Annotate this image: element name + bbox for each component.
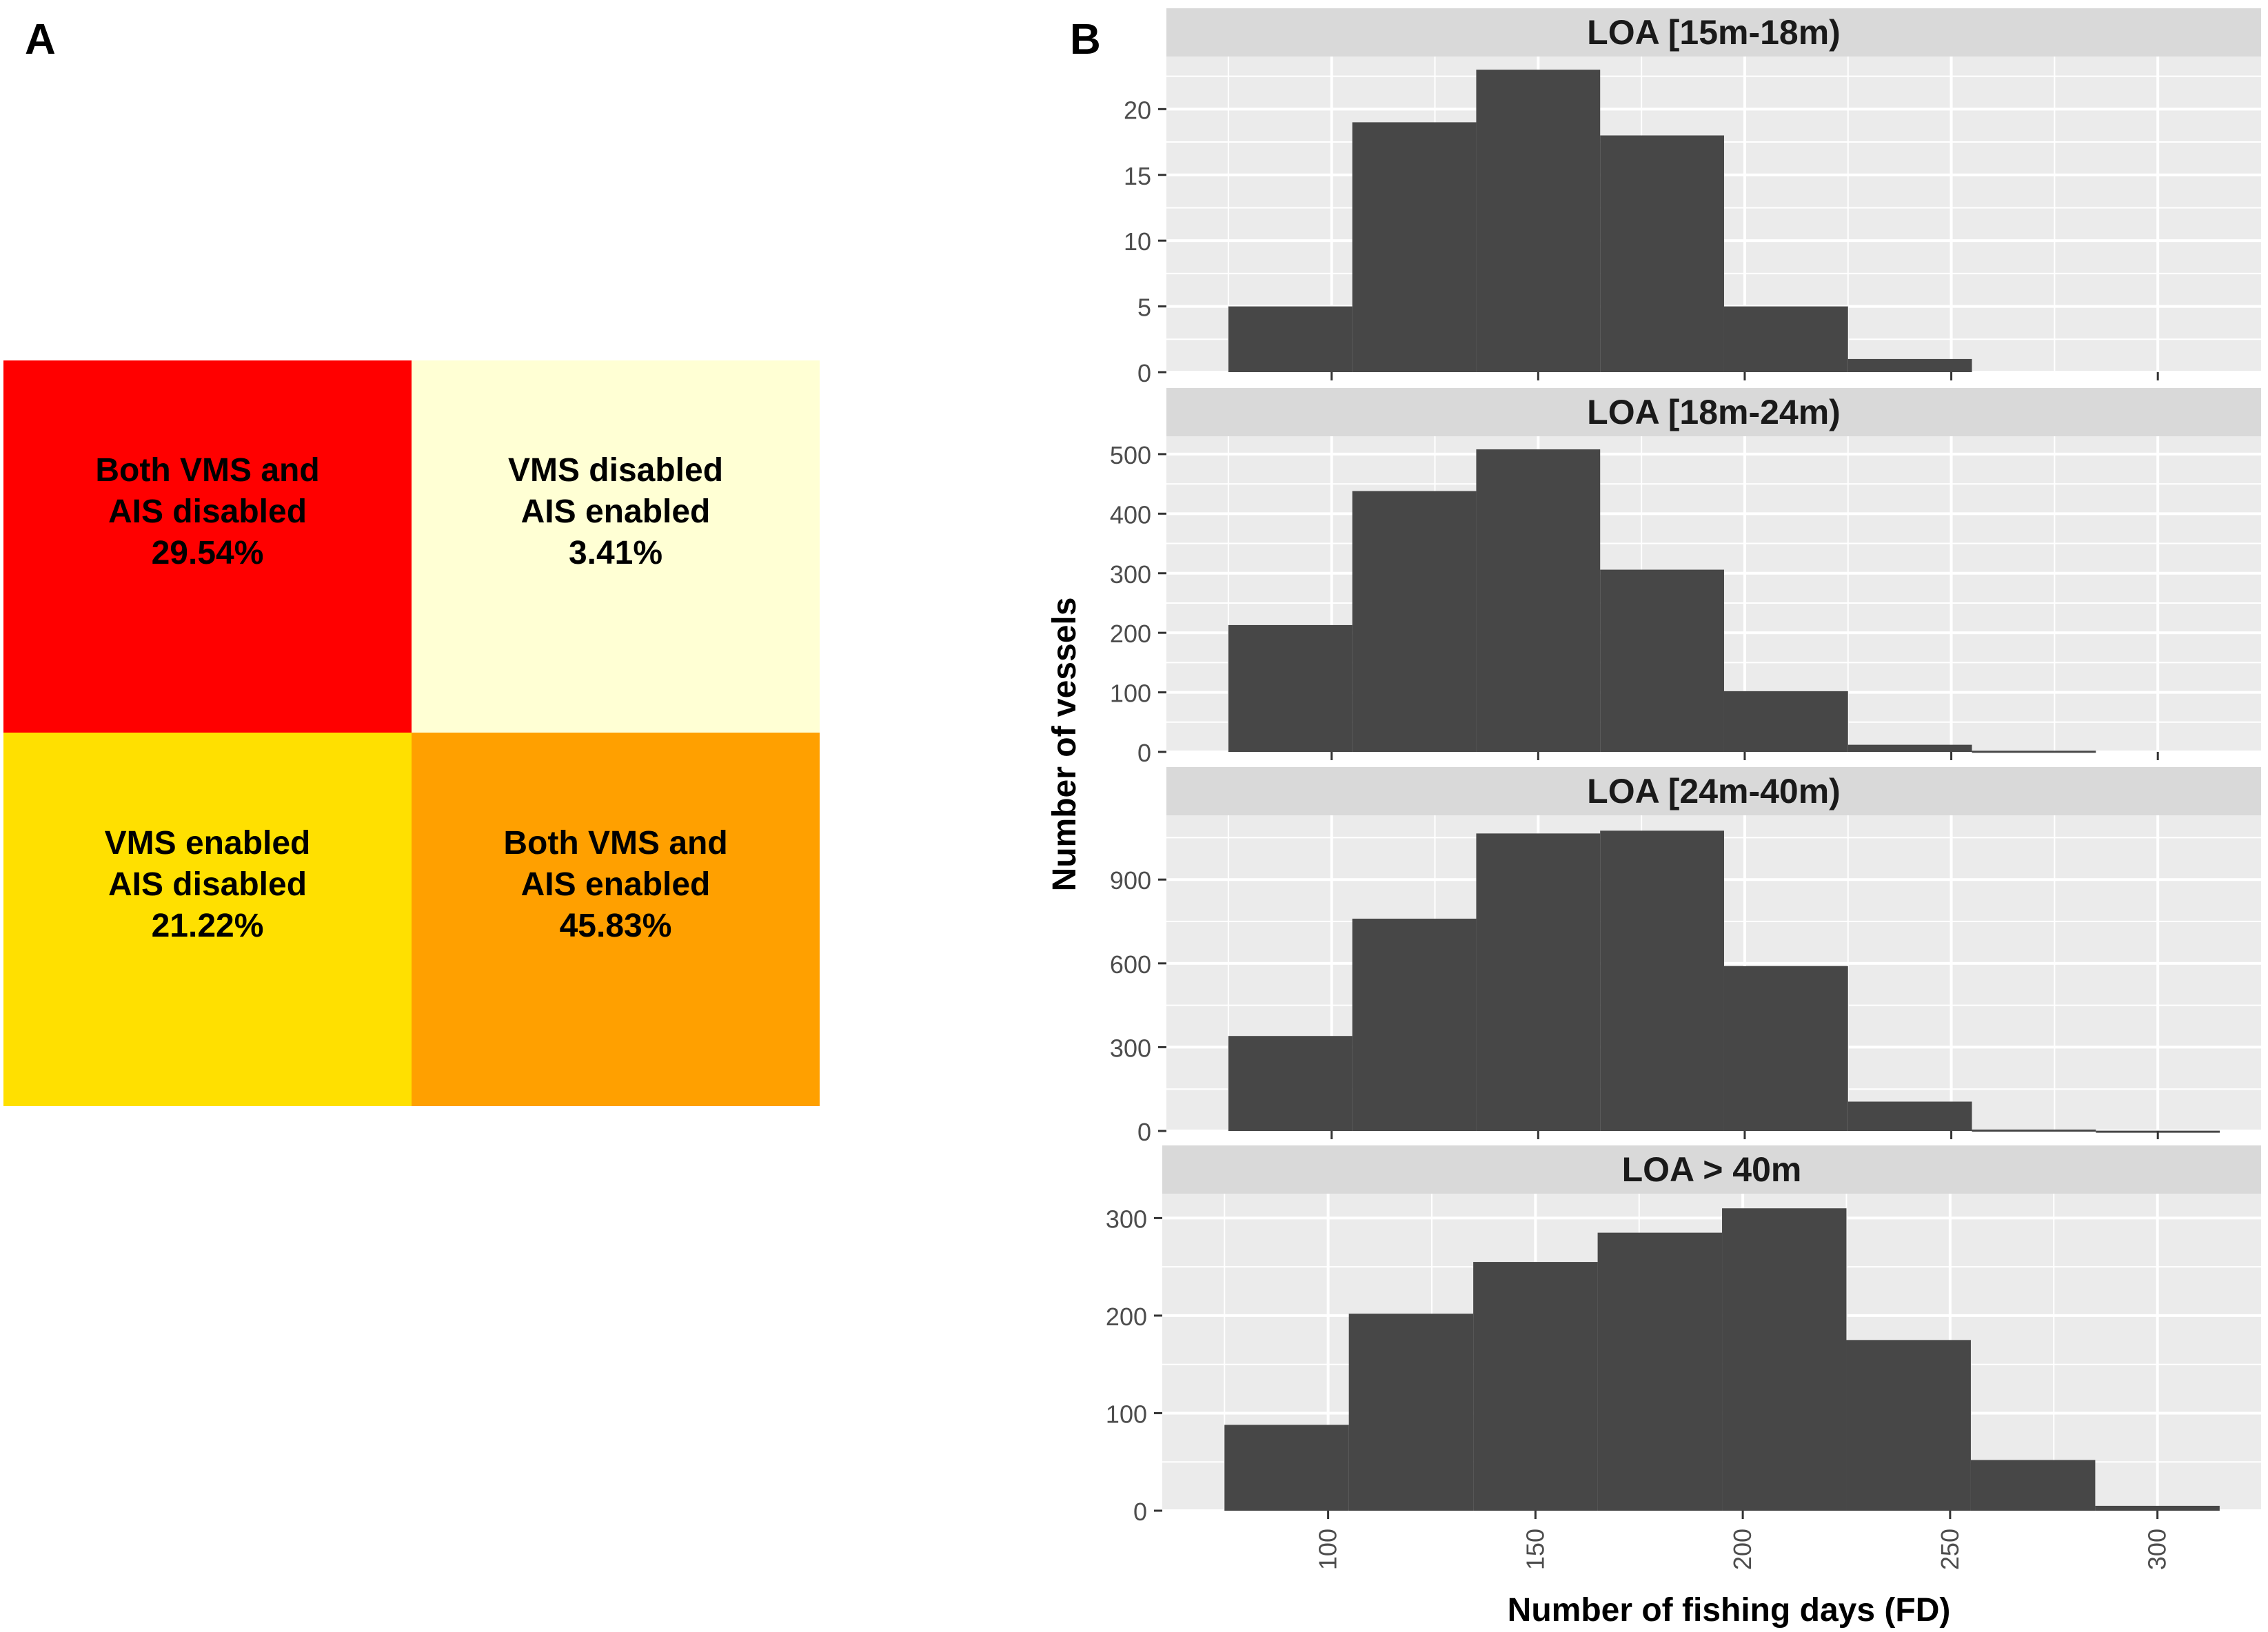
x-tick-label: 250 (1936, 1529, 1964, 1570)
y-tick-label: 0 (1137, 739, 1151, 767)
cell-vms-disabled-ais-enabled: VMS disabled AIS enabled 3.41% (412, 360, 820, 733)
histogram-bar (1224, 1425, 1349, 1511)
histogram-bar (1228, 306, 1353, 372)
y-tick-label: 400 (1110, 500, 1151, 529)
x-tick-label: 300 (2143, 1529, 2171, 1570)
cell-percent: 21.22% (151, 908, 264, 944)
histogram-bar (1723, 691, 1848, 752)
facet-1: LOA [15m-18m) 0 5 10 15 20 (1124, 8, 2261, 387)
cell-percent: 3.41% (568, 535, 663, 571)
facet-strip (1166, 8, 2261, 57)
facet-title: LOA [24m-40m) (1587, 772, 1841, 810)
y-tick-label: 0 (1133, 1498, 1147, 1526)
y-tick-label: 100 (1106, 1400, 1147, 1428)
histogram-bar (1476, 70, 1601, 372)
y-tick-label: 0 (1137, 1118, 1151, 1146)
x-tick-label: 200 (1728, 1529, 1756, 1570)
histogram-bar (1476, 833, 1601, 1131)
panel-a-label: A (25, 16, 56, 63)
y-tick-label: 0 (1137, 359, 1151, 387)
facet-title: LOA > 40m (1622, 1150, 1802, 1189)
y-tick-label: 200 (1106, 1303, 1147, 1331)
histogram-bar (1600, 569, 1724, 752)
histogram-bar (1348, 1314, 1474, 1511)
cell-line1: Both VMS and (95, 452, 320, 489)
cell-line1: VMS enabled (104, 825, 311, 861)
histogram-bar (1847, 1101, 1972, 1131)
cell-percent: 29.54% (151, 535, 264, 571)
histogram-bar (1597, 1232, 1723, 1511)
facet-4: LOA > 40m 0 100 200 300 100 150 200 250 300 (1106, 1145, 2261, 1570)
y-tick-label: 300 (1110, 1034, 1151, 1062)
facet-3: LOA [24m-40m) 0 300 600 900 (1110, 767, 2261, 1146)
cell-both-disabled: Both VMS and AIS disabled 29.54% (3, 360, 412, 733)
facet-title: LOA [15m-18m) (1587, 13, 1841, 52)
cell-both-enabled: Both VMS and AIS enabled 45.83% (412, 733, 820, 1106)
y-tick-label: 15 (1124, 162, 1151, 190)
cell-line2: AIS enabled (520, 866, 711, 903)
histogram-bar (1723, 306, 1848, 372)
histogram-bar (1972, 751, 2096, 753)
histogram-bar (1352, 491, 1477, 752)
facet-strip (1166, 767, 2261, 815)
facet-strip (1162, 1145, 2261, 1194)
y-axis-title: Number of vessels (1046, 598, 1083, 892)
histogram-bar (1723, 966, 1848, 1131)
cell-line2: AIS disabled (108, 866, 307, 903)
histogram-bar (1228, 1036, 1353, 1131)
histogram-bar (2095, 1505, 2220, 1511)
histogram-bar (1352, 122, 1477, 372)
histogram-bar (1600, 135, 1724, 372)
y-tick-label: 200 (1110, 620, 1151, 648)
cell-line1: Both VMS and (503, 825, 728, 861)
cell-vms-enabled-ais-disabled: VMS enabled AIS disabled 21.22% (3, 733, 412, 1106)
y-tick-label: 20 (1124, 96, 1151, 124)
y-tick-label: 300 (1106, 1205, 1147, 1233)
histogram-bar (1600, 830, 1724, 1131)
histogram-bar (1476, 449, 1601, 752)
histogram-bar (1228, 624, 1353, 752)
histogram-bar (1847, 358, 1972, 372)
panel-b-label: B (1070, 16, 1101, 63)
x-tick-label: 100 (1314, 1529, 1342, 1570)
y-tick-label: 500 (1110, 441, 1151, 469)
y-tick-label: 5 (1137, 294, 1151, 322)
y-tick-label: 600 (1110, 950, 1151, 979)
histogram-bar (1970, 1460, 2096, 1511)
cell-percent: 45.83% (559, 908, 672, 944)
facet-2: LOA [18m-24m) 0 100 200 300 400 500 (1110, 388, 2261, 767)
y-tick-label: 300 (1110, 560, 1151, 589)
facet-title: LOA [18m-24m) (1587, 393, 1841, 431)
y-tick-label: 10 (1124, 227, 1151, 256)
histogram-bar (1352, 918, 1477, 1131)
facet-strip (1166, 388, 2261, 436)
x-axis-title: Number of fishing days (FD) (1508, 1592, 1951, 1629)
y-tick-label: 900 (1110, 866, 1151, 895)
y-tick-label: 100 (1110, 680, 1151, 708)
histogram-bar (1847, 744, 1972, 752)
cell-line2: AIS disabled (108, 493, 307, 530)
histogram-bar (1473, 1262, 1598, 1511)
histogram-bar (1846, 1340, 1971, 1511)
x-tick-label: 150 (1521, 1529, 1549, 1570)
cell-line1: VMS disabled (507, 452, 724, 489)
histogram-bar (1972, 1129, 2096, 1132)
cell-line2: AIS enabled (520, 493, 711, 530)
histogram-bar (1722, 1208, 1847, 1511)
